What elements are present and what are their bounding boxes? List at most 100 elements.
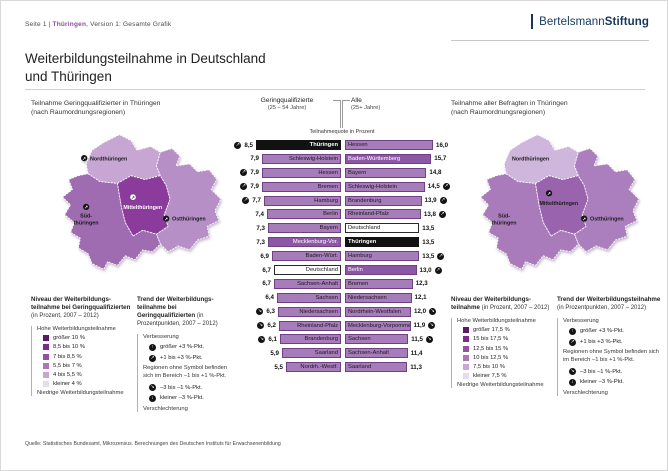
- legend-class-row: größer 17,5 %: [463, 327, 551, 334]
- svg-text:↗: ↗: [84, 205, 88, 210]
- bar-label: Hamburg: [314, 197, 338, 204]
- bar-label: Niedersachsen: [299, 308, 338, 315]
- trend-ne-icon: ↗: [83, 203, 90, 211]
- bar-label: Sachsen: [315, 294, 338, 301]
- legend-class-label: 7,5 bis 10 %: [473, 363, 505, 370]
- bar: Schleswig-Holstein: [262, 153, 341, 164]
- bar-value: 6,7: [262, 266, 271, 274]
- trend-ne-icon: ↗: [569, 338, 576, 346]
- legend-note: Regionen ohne Symbol befinden sich im Be…: [143, 365, 228, 379]
- bar-value: 13,5: [422, 238, 435, 246]
- right-bar-row: Brandenburg 13,9 ↗: [345, 195, 463, 206]
- bar: Rheinland-Pfalz: [345, 209, 421, 220]
- bar: Berlin: [345, 265, 417, 276]
- map-label-ostthueringen: Ostthüringen: [590, 217, 624, 223]
- page-meta: Seite 1 | Thüringen, Version 1: Gesamte …: [25, 21, 171, 28]
- bar-label: Thüringen: [309, 142, 338, 148]
- bar-label: Sachsen-Anhalt: [348, 350, 389, 357]
- legend-class-label: 15 bis 17,5 %: [473, 336, 509, 343]
- map-label-mittelthueringen: Mittelthüringen: [539, 201, 578, 207]
- legend-level-left-title: Niveau der Weiterbildungs- teilnahme bei…: [31, 296, 131, 319]
- region-ostthueringen: [573, 147, 640, 253]
- bar-value: 14,8: [429, 169, 442, 177]
- right-bar-row: Deutschland 13,5: [345, 223, 463, 234]
- bar-label: Brandenburg: [348, 197, 382, 204]
- bar: Sachsen-Anhalt: [274, 278, 341, 289]
- level-swatches-left: größer 10 % 8,5 bis 10 % 7 bis 8,5 % 5,5 bi…: [37, 335, 133, 388]
- thuringia-map-right: Nordthüringen ↗ Mittelthüringen Süd- thü…: [480, 134, 640, 270]
- map-label-suedthueringen-1: Süd-: [80, 214, 92, 220]
- right-panel-title: Teilnahme aller Befragten in Thüringen (…: [451, 100, 568, 117]
- right-panel-title-line1: Teilnahme aller Befragten in Thüringen: [451, 100, 568, 107]
- legend-trend-right: Trend der Weiterbildungsteilnahme (in Pr…: [557, 296, 661, 398]
- right-bar-row: Sachsen 11,5 ↘: [345, 334, 463, 345]
- color-swatch-icon: [43, 344, 49, 351]
- legend-trend-row: ↓ kleiner –3 %-Pkt.: [149, 394, 234, 402]
- bar-label: Saarland: [314, 350, 338, 357]
- bar: Niedersachsen: [278, 306, 341, 317]
- legend-trend-row: ↘ –3 bis –1 %-Pkt.: [569, 368, 661, 375]
- bar: Rheinland-Pfalz: [279, 320, 341, 331]
- bar-label: Sachsen-Anhalt: [297, 280, 338, 287]
- color-swatch-icon: [463, 345, 469, 352]
- svg-text:↗: ↗: [131, 195, 135, 200]
- left-panel-title-line1: Teilnahme Geringqualifizierter in Thürin…: [31, 100, 161, 107]
- left-bar-row: 7,3 Bayern: [229, 223, 341, 234]
- left-bar-row: ↘ 6,1 Brandenburg: [229, 334, 341, 345]
- right-panel-title-line2: (nach Raumordnungsregionen): [451, 108, 546, 116]
- legend-trend-label: kleiner –3 %-Pkt.: [160, 395, 204, 402]
- map-label-nordthueringen: Nordthüringen: [90, 157, 127, 163]
- legend-trend-left: Trend der Weiterbildungs- teilnahme bei …: [137, 296, 234, 414]
- legend-class-label: größer 10 %: [53, 335, 85, 342]
- color-swatch-icon: [43, 335, 49, 342]
- trend-ne-icon: ↗: [438, 210, 446, 218]
- legend-trend-row: ↘ –3 bis –1 %-Pkt.: [149, 384, 234, 391]
- right-bar-row: Mecklenburg-Vorpommern 11,9 ↘: [345, 320, 463, 331]
- trend-se-icon: ↘: [429, 308, 437, 316]
- legend-class-label: 4 bis 5,5 %: [53, 371, 82, 378]
- legend-level-right: Niveau der Weiterbildungs- teilnahme (in…: [451, 296, 551, 390]
- svg-text:↗: ↗: [164, 216, 168, 221]
- trend-ne-icon: ↗: [442, 183, 450, 191]
- bar-value: 6,1: [268, 335, 277, 343]
- map-label-suedthueringen-2: thüringen: [492, 220, 517, 226]
- bars-left: ↗ 8,5 Thüringen 7,9 Schleswig-Holstein ↗ 7,9 He…: [229, 140, 341, 376]
- bar: Deutschland: [274, 265, 341, 276]
- left-bar-row: 7,4 Berlin: [229, 209, 341, 220]
- legend-class-label: kleiner 7,5 %: [473, 373, 507, 380]
- bar-value: 6,4: [265, 294, 274, 302]
- trend-down-icon: ↓: [149, 394, 156, 402]
- map-label-ostthueringen: Ostthüringen: [172, 217, 206, 223]
- bar-value: 7,9: [250, 183, 259, 191]
- color-swatch-icon: [43, 381, 49, 388]
- bar-label: Niedersachsen: [348, 294, 387, 301]
- bar-label: Bayern: [319, 225, 338, 232]
- legend-class-label: kleiner 4 %: [53, 381, 82, 388]
- map-label-mittelthueringen: Mittelthüringen: [123, 205, 162, 211]
- bar-value: 15,7: [434, 155, 447, 163]
- thuringia-map-left: ↗ Nordthüringen ↗ Mittelthüringen ↗ Süd-…: [62, 134, 222, 270]
- bar-value: 12,0: [414, 308, 427, 316]
- left-bar-row: 5,5 Nordrh.-Westf.: [229, 362, 341, 373]
- bar-value: 11,5: [411, 335, 423, 343]
- bar: Hamburg: [264, 195, 341, 206]
- legend-deterioration-label: Verschlechterung: [563, 389, 608, 396]
- trend-ne-icon: ↗: [439, 197, 447, 205]
- bar-value: 14,5: [427, 183, 440, 191]
- group2-sub: (25+ Jahre): [351, 105, 381, 111]
- group-geringqualifizierte: Geringqualifizierte (25 – 54 Jahre): [237, 97, 337, 111]
- bar-label: Brandenburg: [304, 336, 338, 343]
- trend-ne-icon: ↗: [581, 215, 588, 222]
- page-meta-region: Thüringen: [52, 21, 87, 28]
- bar-label: Saarland: [348, 364, 372, 371]
- svg-text:↗: ↗: [582, 216, 586, 221]
- bar: Berlin: [267, 209, 341, 220]
- legend-class-row: 15 bis 17,5 %: [463, 336, 551, 343]
- bar-label: Hessen: [318, 169, 338, 176]
- legend-high-label: Hohe Weiterbildungsteilnahme: [37, 326, 116, 332]
- bar: Schleswig-Holstein: [345, 181, 425, 192]
- bar: Thüringen: [345, 237, 420, 248]
- left-panel-title: Teilnahme Geringqualifizierter in Thürin…: [31, 100, 160, 117]
- bar: Hamburg: [345, 251, 420, 262]
- right-bar-row: Niedersachsen 12,1: [345, 292, 463, 303]
